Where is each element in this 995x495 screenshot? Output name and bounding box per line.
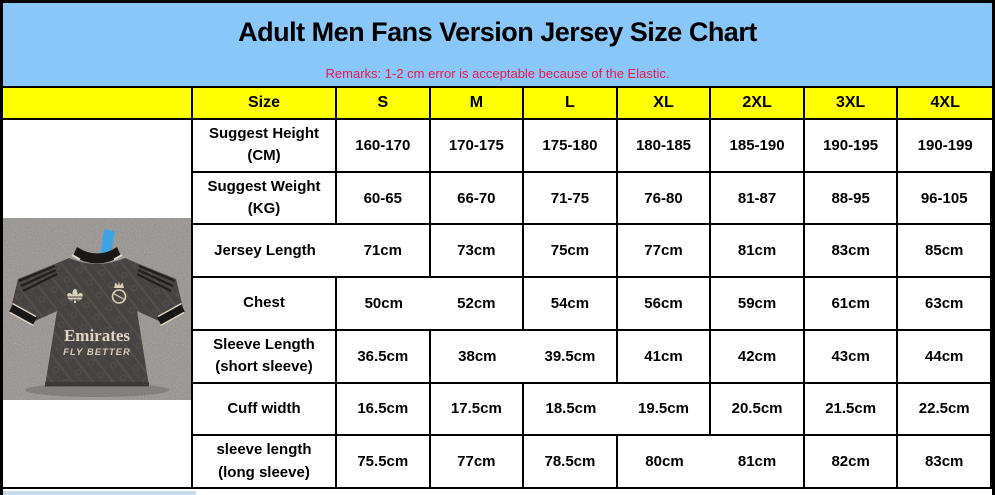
cell-sleeve-short-3xl: 43cm: [804, 330, 899, 384]
cell-height-4xl: 190-199: [898, 120, 992, 173]
cell-cuff-m: 17.5cm: [430, 383, 525, 437]
page-title: Adult Men Fans Version Jersey Size Chart: [238, 17, 757, 47]
cell-cuff-s: 16.5cm: [337, 383, 431, 437]
sponsor-text-line2: FLY BETTER: [63, 347, 131, 358]
cell-chest-2xl: 59cm: [711, 278, 805, 331]
cell-chest-m: 52cm: [430, 278, 525, 331]
cell-sleeve-short-m: 38cm: [430, 330, 525, 384]
header-cell-m: M: [430, 88, 525, 120]
cell-cuff-xl: 19.5cm: [617, 383, 712, 437]
jersey-hem: [45, 382, 149, 387]
cell-length-4xl: 85cm: [898, 225, 992, 279]
cell-height-xl: 180-185: [617, 120, 712, 173]
cell-sleeve-long-4xl: 83cm: [898, 436, 992, 489]
cell-length-l: 75cm: [524, 225, 618, 279]
cell-weight-m: 66-70: [430, 172, 525, 226]
cell-height-3xl: 190-195: [804, 120, 899, 173]
cell-length-s: 71cm: [337, 225, 431, 279]
cell-chest-3xl: 61cm: [804, 278, 899, 331]
header-cell-empty: [3, 88, 193, 120]
size-chart-table: Size S M L XL 2XL 3XL 4XL: [3, 88, 992, 489]
cuff-left: [9, 302, 37, 327]
cell-sleeve-long-2xl: 81cm: [711, 436, 805, 489]
cell-length-2xl: 81cm: [711, 225, 805, 279]
jersey-graphic: Emirates FLY BETTER: [9, 229, 185, 387]
cell-sleeve-long-xl: 80cm: [617, 436, 712, 489]
header-cell-size: Size: [193, 88, 337, 120]
cell-height-m: 170-175: [430, 120, 525, 173]
cell-length-m: 73cm: [430, 225, 525, 279]
cell-sleeve-short-l: 39.5cm: [524, 330, 618, 384]
cell-weight-3xl: 88-95: [804, 172, 899, 226]
cell-weight-xl: 76-80: [617, 172, 712, 226]
cell-sleeve-long-s: 75.5cm: [337, 436, 431, 489]
cell-sleeve-short-2xl: 42cm: [711, 330, 805, 384]
cell-length-3xl: 83cm: [804, 225, 899, 279]
cell-weight-s: 60-65: [337, 172, 431, 226]
header-cell-4xl: 4XL: [898, 88, 992, 120]
row-label-chest: Chest: [193, 278, 337, 331]
cell-weight-4xl: 96-105: [898, 172, 992, 226]
cell-height-s: 160-170: [337, 120, 431, 173]
cell-sleeve-short-xl: 41cm: [617, 330, 712, 384]
cell-chest-s: 50cm: [337, 278, 431, 331]
cuff-right: [157, 302, 185, 327]
jersey-photo: Emirates FLY BETTER: [3, 218, 191, 400]
header-cell-s: S: [337, 88, 431, 120]
header-cell-l: L: [524, 88, 618, 120]
cell-chest-xl: 56cm: [617, 278, 712, 331]
cell-sleeve-short-s: 36.5cm: [337, 330, 431, 384]
cell-chest-l: 54cm: [524, 278, 618, 331]
chart-header: Adult Men Fans Version Jersey Size Chart…: [3, 3, 992, 88]
cell-weight-2xl: 81-87: [711, 172, 805, 226]
cell-length-xl: 77cm: [617, 225, 712, 279]
row-label-cuff-width: Cuff width: [193, 383, 337, 437]
sponsor-text-line1: Emirates: [64, 326, 130, 345]
shoulder-stripes-left-icon: [18, 264, 58, 293]
row-label-sleeve-short: Sleeve Length (short sleeve): [193, 330, 337, 384]
cell-sleeve-long-l: 78.5cm: [524, 436, 618, 489]
product-photo-cell: Emirates FLY BETTER: [3, 120, 193, 489]
jersey-collar: [71, 247, 123, 264]
cell-cuff-4xl: 22.5cm: [898, 383, 992, 437]
header-cell-xl: XL: [617, 88, 712, 120]
cell-cuff-3xl: 21.5cm: [804, 383, 899, 437]
header-cell-3xl: 3XL: [804, 88, 899, 120]
shoulder-stripes-right-icon: [136, 264, 176, 293]
cell-weight-l: 71-75: [524, 172, 618, 226]
cell-sleeve-short-4xl: 44cm: [898, 330, 992, 384]
cell-cuff-l: 18.5cm: [524, 383, 618, 437]
remarks-text: Remarks: 1-2 cm error is acceptable beca…: [325, 66, 670, 81]
header-cell-2xl: 2XL: [711, 88, 805, 120]
cell-sleeve-long-m: 77cm: [430, 436, 525, 489]
cell-sleeve-long-3xl: 82cm: [804, 436, 899, 489]
cell-height-2xl: 185-190: [711, 120, 805, 173]
cell-chest-4xl: 63cm: [898, 278, 992, 331]
adidas-logo-icon: [66, 288, 84, 303]
club-crest-icon: [111, 281, 127, 304]
row-label-suggest-height: Suggest Height (CM): [193, 120, 337, 173]
cell-height-l: 175-180: [524, 120, 618, 173]
bottom-blue-strip: [3, 491, 196, 495]
cell-cuff-2xl: 20.5cm: [711, 383, 805, 437]
row-label-sleeve-long: sleeve length (long sleeve): [193, 436, 337, 489]
row-label-jersey-length: Jersey Length: [193, 225, 337, 279]
row-label-suggest-weight: Suggest Weight (KG): [193, 172, 337, 226]
